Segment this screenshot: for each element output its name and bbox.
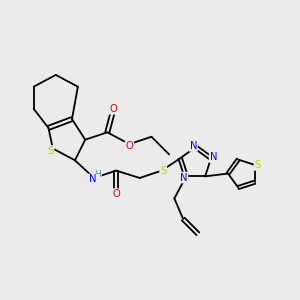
Text: O: O bbox=[112, 189, 120, 199]
Text: S: S bbox=[47, 146, 54, 156]
Text: O: O bbox=[109, 104, 117, 114]
Text: S: S bbox=[160, 166, 167, 176]
Text: N: N bbox=[180, 172, 188, 182]
Text: N: N bbox=[210, 152, 217, 162]
Text: S: S bbox=[254, 160, 261, 170]
Text: H: H bbox=[94, 170, 101, 179]
Text: N: N bbox=[89, 174, 96, 184]
Text: O: O bbox=[125, 142, 133, 152]
Text: N: N bbox=[190, 141, 197, 151]
